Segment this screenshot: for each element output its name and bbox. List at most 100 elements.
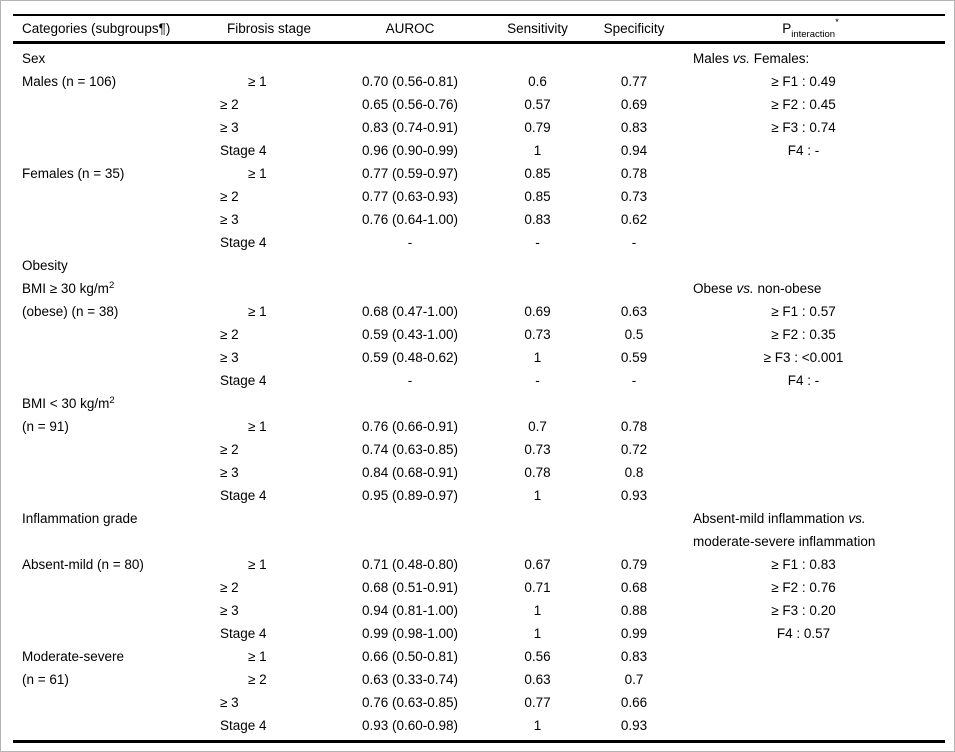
fibrosis-stage-cell: ≥ 2 — [220, 189, 239, 204]
auroc-cell: - — [407, 373, 413, 388]
sensitivity-cell: 0.79 — [524, 120, 551, 135]
auroc-cell: 0.99 (0.98-1.00) — [361, 626, 459, 641]
category-cell — [13, 369, 213, 392]
sensitivity-cell — [495, 254, 580, 277]
p-interaction-cell: ≥ F2 : 0.45 — [771, 97, 836, 112]
fibrosis-stage-cell: ≥ 1 — [248, 419, 267, 434]
specificity-cell: 0.62 — [620, 212, 648, 227]
specificity-cell: 0.83 — [620, 649, 648, 664]
sensitivity-cell: 1 — [533, 718, 542, 733]
category-cell — [13, 622, 213, 645]
auroc-cell: 0.96 (0.90-0.99) — [361, 143, 459, 158]
p-interaction-cell: ≥ F3 : 0.74 — [771, 120, 836, 135]
p-interaction-cell: ≥ F2 : 0.35 — [771, 327, 836, 342]
category-cell: Moderate-severe — [22, 649, 125, 664]
category-cell — [13, 691, 213, 714]
specificity-cell: 0.72 — [620, 442, 648, 457]
fibrosis-stage-cell — [213, 507, 325, 530]
p-interaction-cell: ≥ F2 : 0.76 — [771, 580, 836, 595]
specificity-cell: 0.83 — [620, 120, 648, 135]
fibrosis-stage-cell: ≥ 3 — [220, 120, 239, 135]
specificity-cell: 0.7 — [624, 672, 644, 687]
category-cell: (n = 91) — [22, 419, 69, 434]
sensitivity-cell: 0.57 — [524, 97, 551, 112]
specificity-cell: - — [631, 373, 637, 388]
auroc-cell — [325, 507, 495, 530]
auroc-cell: 0.76 (0.66-0.91) — [361, 419, 459, 434]
table-row: (obese) (n = 38) ≥ 1 0.68 (0.47-1.00) 0.69 0… — [13, 300, 945, 323]
specificity-cell — [580, 392, 688, 415]
table-row: Sex Males vs. Females: — [13, 47, 945, 70]
p-interaction-cell: Absent-mild inflammation vs. — [693, 511, 866, 526]
p-header-asterisk: * — [835, 17, 839, 28]
sensitivity-cell: 0.85 — [524, 166, 551, 181]
fibrosis-stage-cell: Stage 4 — [220, 373, 267, 388]
fibrosis-stage-cell: ≥ 1 — [248, 74, 267, 89]
auroc-cell: 0.70 (0.56-0.81) — [361, 74, 459, 89]
sensitivity-cell: 0.69 — [524, 304, 551, 319]
sensitivity-cell — [495, 530, 580, 553]
table-row: Stage 4 0.99 (0.98-1.00) 1 0.99 F4 : 0.57 — [13, 622, 945, 645]
fibrosis-stage-cell: ≥ 3 — [220, 603, 239, 618]
specificity-cell — [580, 277, 688, 300]
fibrosis-stage-cell: ≥ 2 — [248, 672, 267, 687]
p-interaction-cell: ≥ F3 : <0.001 — [763, 350, 844, 365]
sensitivity-cell: - — [535, 373, 540, 388]
category-cell: BMI ≥ 30 kg/m2 — [22, 280, 115, 296]
table-row: Absent-mild (n = 80) ≥ 1 0.71 (0.48-0.80) 0… — [13, 553, 945, 576]
sensitivity-cell: 1 — [533, 143, 542, 158]
auroc-cell: - — [407, 235, 413, 250]
table-row: ≥ 3 0.59 (0.48-0.62) 1 0.59 ≥ F3 : <0.001 — [13, 346, 945, 369]
category-cell: Absent-mild (n = 80) — [22, 557, 144, 572]
sensitivity-cell — [495, 47, 580, 70]
p-interaction-cell — [688, 392, 945, 415]
auroc-cell: 0.65 (0.56-0.76) — [361, 97, 459, 112]
sensitivity-cell: 0.7 — [528, 419, 547, 434]
table-row: Moderate-severe ≥ 1 0.66 (0.50-0.81) 0.56 0.… — [13, 645, 945, 668]
p-interaction-cell: F4 : - — [787, 143, 820, 158]
table-row: ≥ 2 0.59 (0.43-1.00) 0.73 0.5 ≥ F2 : 0.35 — [13, 323, 945, 346]
table-row: Stage 4 0.93 (0.60-0.98) 1 0.93 — [13, 714, 945, 737]
sensitivity-cell: 0.77 — [524, 695, 551, 710]
table-row: Obesity — [13, 254, 945, 277]
table-row: ≥ 2 0.68 (0.51-0.91) 0.71 0.68 ≥ F2 : 0.76 — [13, 576, 945, 599]
auroc-cell: 0.95 (0.89-0.97) — [361, 488, 459, 503]
category-cell — [13, 208, 213, 231]
fibrosis-stage-cell — [213, 254, 325, 277]
p-interaction-cell: ≥ F1 : 0.49 — [771, 74, 836, 89]
fibrosis-stage-cell — [213, 392, 325, 415]
specificity-cell — [580, 507, 688, 530]
specificity-cell: 0.77 — [620, 74, 648, 89]
table-row: Females (n = 35) ≥ 1 0.77 (0.59-0.97) 0.85 0… — [13, 162, 945, 185]
auroc-cell — [325, 47, 495, 70]
col-header-categories: Categories (subgroups¶) — [22, 21, 171, 36]
auroc-cell: 0.68 (0.51-0.91) — [361, 580, 459, 595]
category-cell — [13, 599, 213, 622]
sensitivity-cell: 1 — [533, 350, 542, 365]
auroc-cell: 0.71 (0.48-0.80) — [361, 557, 459, 572]
fibrosis-stage-cell: ≥ 2 — [220, 327, 239, 342]
specificity-cell: 0.79 — [620, 557, 648, 572]
specificity-cell: 0.73 — [620, 189, 648, 204]
p-header-base: P — [782, 21, 792, 36]
category-cell: Males (n = 106) — [22, 74, 117, 89]
col-header-auroc: AUROC — [385, 21, 435, 36]
category-cell: (obese) (n = 38) — [22, 304, 119, 319]
sensitivity-cell: 0.67 — [524, 557, 551, 572]
auroc-cell: 0.83 (0.74-0.91) — [361, 120, 459, 135]
p-interaction-cell — [688, 208, 945, 231]
auroc-cell: 0.59 (0.43-1.00) — [361, 327, 459, 342]
auroc-cell: 0.59 (0.48-0.62) — [361, 350, 459, 365]
p-header-subscript: interaction — [791, 29, 836, 40]
fibrosis-stage-cell: ≥ 2 — [220, 580, 239, 595]
fibrosis-stage-cell: ≥ 3 — [220, 695, 239, 710]
fibrosis-stage-cell: ≥ 1 — [248, 649, 267, 664]
category-cell — [13, 576, 213, 599]
table-row: Stage 4 - - - — [13, 231, 945, 254]
category-cell: Obesity — [22, 258, 68, 273]
category-cell — [13, 346, 213, 369]
table-row: (n = 91) ≥ 1 0.76 (0.66-0.91) 0.7 0.78 — [13, 415, 945, 438]
col-header-specificity: Specificity — [603, 21, 665, 36]
specificity-cell: 0.69 — [620, 97, 648, 112]
specificity-cell: 0.93 — [620, 488, 648, 503]
